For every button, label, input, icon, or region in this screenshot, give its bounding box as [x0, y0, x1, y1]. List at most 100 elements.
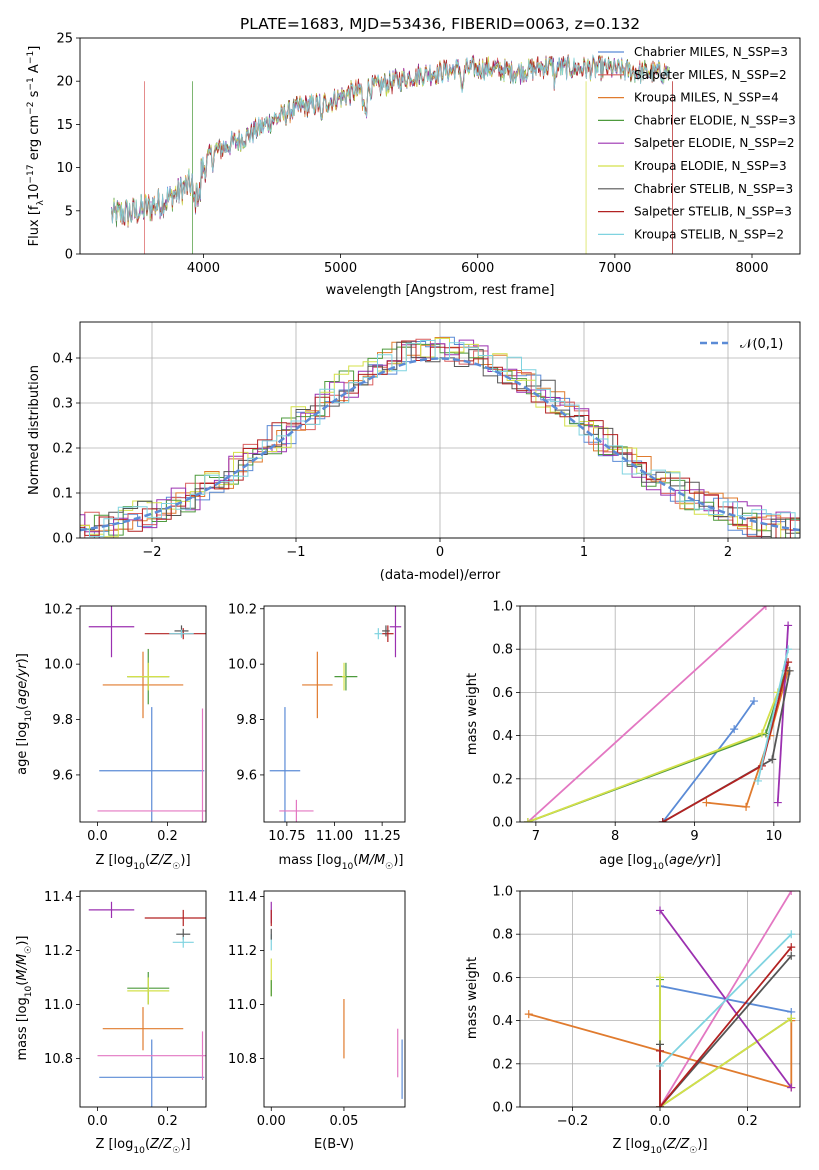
y-tick-label: 10.0	[44, 658, 73, 673]
line-marker	[730, 725, 739, 734]
y-tick-label: 10.2	[44, 602, 73, 617]
legend-entry: Chabrier MILES, N_SSP=3	[634, 45, 788, 59]
errorbar-point	[302, 651, 333, 719]
errorbar-point	[382, 625, 390, 637]
axes-frame	[79, 321, 801, 539]
y-tick-label: 0.4	[52, 352, 73, 367]
line-marker	[787, 930, 796, 939]
errorbar-point	[97, 1031, 206, 1080]
y-tick-label: 0.4	[492, 729, 513, 744]
lines-massweight_vs_age	[523, 606, 794, 822]
x-tick-label: 11.25	[364, 829, 401, 844]
spectrum-lines	[111, 53, 673, 254]
errorbars-mass_vs_Z	[88, 901, 206, 1107]
x-tick-label: 0.2	[157, 1114, 178, 1129]
errorbar-point	[88, 901, 135, 918]
line-marker	[753, 776, 762, 785]
y-tick-label: 0.8	[492, 928, 513, 943]
errorbars-mass_vs_EBV	[270, 901, 403, 1099]
histogram-series-7	[80, 340, 800, 538]
line-marker	[787, 1083, 796, 1092]
y-tick-label: 15	[56, 118, 73, 133]
x-tick-label: 11.00	[316, 829, 353, 844]
legend-entry: 𝒩(0,1)	[740, 337, 783, 352]
line-marker	[749, 697, 758, 706]
y-axis-label: mass [log10(M/M☉)]	[15, 936, 34, 1061]
lines-massweight_vs_Z	[524, 891, 796, 1107]
x-tick-label: 6000	[461, 261, 494, 276]
line-marker	[656, 1061, 664, 1070]
y-tick-label: 11.2	[44, 944, 73, 959]
line-marker	[768, 755, 777, 764]
errorbar-point	[97, 708, 206, 822]
legend-entry: Chabrier ELODIE, N_SSP=3	[634, 113, 796, 127]
y-tick-label: 0.0	[492, 816, 513, 831]
errorbars-age_vs_Z	[88, 606, 206, 822]
x-axis-label: mass [log10(M/M☉)]	[279, 853, 404, 872]
x-tick-label: 10	[766, 829, 783, 844]
x-tick-label: 0.0	[87, 829, 108, 844]
x-axis-label: age [log10(age/yr)]	[599, 853, 721, 872]
x-tick-label: 4000	[187, 261, 220, 276]
x-tick-label: 7000	[598, 261, 631, 276]
legend-entry: Kroupa STELIB, N_SSP=2	[634, 227, 784, 241]
y-tick-label: 0.0	[492, 1101, 513, 1116]
line-series-8	[757, 648, 789, 782]
x-tick-label: 8000	[735, 261, 768, 276]
line-marker	[656, 1103, 664, 1107]
errorbar-point	[374, 628, 383, 640]
y-tick-label: 11.0	[44, 998, 73, 1013]
y-tick-label: 9.6	[236, 768, 257, 783]
axes-frame	[79, 37, 801, 255]
legend-entry: Salpeter ELODIE, N_SSP=2	[634, 136, 795, 150]
y-axis-label: mass weight	[465, 673, 480, 755]
x-tick-label: 8	[611, 829, 619, 844]
y-tick-label: 0.1	[52, 487, 73, 502]
errorbar-point	[99, 1039, 205, 1107]
y-tick-label: 11.2	[228, 944, 257, 959]
x-tick-label: 0.05	[329, 1114, 358, 1129]
x-axis-label: (data-model)/error	[380, 568, 501, 583]
x-tick-label: 0.0	[650, 1114, 671, 1129]
line-series-7	[659, 946, 792, 1107]
spectrum-series-7	[111, 54, 673, 254]
errorbar-point	[127, 662, 170, 691]
x-axis-label: E(B-V)	[314, 1137, 354, 1152]
y-tick-label: 10.0	[228, 658, 257, 673]
line-marker	[658, 818, 667, 822]
y-tick-label: 11.4	[228, 890, 257, 905]
y-tick-label: 0.2	[492, 772, 513, 787]
axes-frame	[263, 605, 406, 823]
line-marker	[784, 621, 793, 630]
errorbar-point	[102, 1007, 184, 1051]
x-tick-label: −0.2	[557, 1114, 589, 1129]
x-tick-label: 0.0	[87, 1114, 108, 1129]
line-series-1	[662, 700, 755, 822]
y-tick-label: 9.6	[52, 768, 73, 783]
line-marker	[702, 798, 711, 807]
errorbar-point	[279, 799, 314, 822]
line-marker	[787, 943, 796, 952]
chart-title: PLATE=1683, MJD=53436, FIBERID=0063, z=0…	[240, 15, 640, 33]
x-tick-label: 0.2	[737, 1114, 758, 1129]
legend-entry: Salpeter STELIB, N_SSP=3	[634, 205, 792, 219]
y-tick-label: 10.2	[228, 602, 257, 617]
errorbar-point	[99, 707, 205, 822]
y-tick-label: 0.8	[492, 643, 513, 658]
histograms	[80, 336, 800, 538]
line-marker	[757, 729, 766, 738]
y-tick-label: 0.6	[492, 971, 513, 986]
y-tick-label: 0.2	[492, 1057, 513, 1072]
errorbar-point	[169, 629, 194, 638]
y-tick-label: 11.4	[44, 890, 73, 905]
y-tick-label: 9.8	[52, 713, 73, 728]
x-axis-label: Z [log10(Z/Z☉)]	[95, 853, 190, 872]
legend-entry: Salpeter MILES, N_SSP=2	[634, 68, 787, 82]
normal-reference-curve	[80, 357, 800, 532]
errorbar-point	[342, 662, 346, 691]
x-tick-label: −2	[142, 545, 161, 560]
y-tick-label: 0.3	[52, 397, 73, 412]
errorbars-age_vs_mass	[269, 606, 402, 822]
spectrum-series-8	[111, 53, 670, 224]
line-series-3	[527, 670, 787, 822]
